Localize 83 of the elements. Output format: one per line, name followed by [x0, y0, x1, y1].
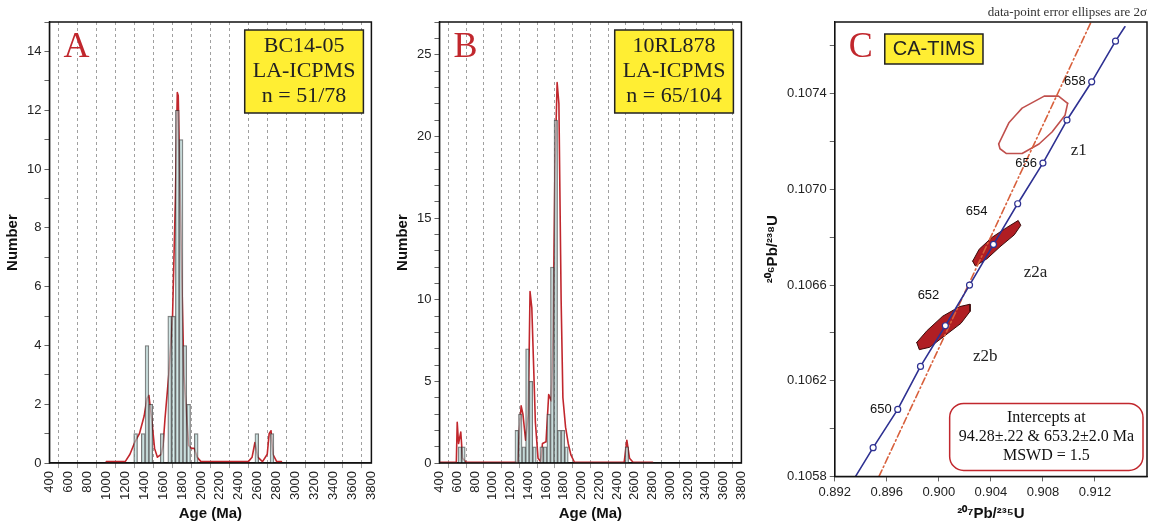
x-tick-label: 0.908 — [1026, 483, 1060, 499]
annotation: A — [63, 25, 90, 66]
y-tick-label: 2 — [34, 395, 42, 411]
annotation: Intercepts at 94.28±.22 & 653.2±2.0 Ma MSWD = 1.5 — [958, 407, 1134, 463]
y-tick-label: 0.1066 — [787, 276, 827, 292]
y-tick-label: 5 — [424, 372, 432, 388]
annotation: 658 — [1064, 73, 1086, 89]
y-tick-label: 0.1062 — [787, 372, 827, 388]
x-tick-label: 2000 — [573, 471, 589, 500]
x-tick-label: 3400 — [325, 471, 341, 500]
x-tick-label: 3200 — [306, 471, 322, 500]
x-tick-label: 1400 — [135, 471, 151, 500]
x-tick-label: 2600 — [249, 471, 265, 500]
x-tick-label: 1000 — [97, 471, 113, 500]
y-axis-title: Number — [393, 214, 411, 271]
annotation: CA-TIMS — [892, 36, 975, 59]
x-tick-label: 600 — [448, 471, 464, 493]
x-tick-label: 2200 — [590, 471, 606, 500]
annotation: 652 — [917, 286, 940, 302]
y-tick-label: 0 — [424, 454, 432, 470]
annotation: B — [453, 25, 478, 66]
x-tick-label: 0.892 — [818, 483, 852, 499]
x-tick-label: 2400 — [230, 471, 246, 500]
x-tick-label: 800 — [78, 471, 94, 493]
x-tick-label: 2000 — [192, 471, 208, 500]
annotation: 654 — [965, 203, 988, 219]
x-tick-label: 3400 — [697, 471, 713, 500]
x-tick-label: 3600 — [715, 471, 731, 500]
y-tick-label: 0.1058 — [787, 467, 827, 483]
x-tick-label: 3200 — [679, 471, 695, 500]
series-label: z2a — [1023, 261, 1048, 281]
x-tick-label: 3800 — [362, 471, 378, 500]
x-tick-label: 800 — [466, 471, 482, 493]
x-tick-label: 0.896 — [870, 483, 904, 499]
annotation: BC14-05 LA-ICPMS n = 51/78 — [252, 31, 356, 107]
x-tick-label: 3800 — [732, 471, 748, 500]
x-tick-label: 3600 — [344, 471, 360, 500]
annotation: 650 — [870, 401, 892, 417]
x-tick-label: 0.904 — [974, 483, 1008, 499]
x-tick-label: 600 — [59, 471, 75, 493]
annotation: C — [848, 25, 873, 66]
text: z1 — [1070, 139, 1087, 159]
x-tick-label: 1600 — [537, 471, 553, 500]
y-tick-label: 12 — [26, 101, 42, 117]
y-tick-label: 25 — [416, 46, 432, 62]
y-tick-label: 14 — [26, 42, 42, 58]
x-tick-label: 400 — [431, 471, 447, 493]
y-axis-title: Number — [3, 214, 21, 271]
text: data-point error ellipses are 2σ — [987, 3, 1147, 19]
x-tick-label: 1800 — [555, 471, 571, 500]
x-tick-label: 1000 — [484, 471, 500, 500]
x-axis-title: Age (Ma) — [178, 504, 243, 522]
x-tick-label: 1200 — [502, 471, 518, 500]
x-tick-label: 2400 — [608, 471, 624, 500]
y-tick-label: 10 — [26, 160, 42, 176]
y-tick-label: 15 — [416, 209, 432, 225]
x-tick-label: 3000 — [287, 471, 303, 500]
x-tick-label: 1600 — [154, 471, 170, 500]
y-tick-label: 0.1074 — [787, 85, 827, 101]
x-tick-label: 1200 — [116, 471, 132, 500]
x-tick-label: 3000 — [661, 471, 677, 500]
x-tick-label: 2800 — [644, 471, 660, 500]
x-tick-label: 0.912 — [1078, 483, 1112, 499]
x-tick-label: 2600 — [626, 471, 642, 500]
x-tick-label: 1400 — [519, 471, 535, 500]
y-tick-label: 8 — [34, 219, 42, 235]
y-tick-label: 4 — [34, 337, 42, 353]
y-axis-title: ²⁰⁶Pb/²³⁸U — [763, 215, 781, 284]
x-tick-label: 1800 — [173, 471, 189, 500]
x-tick-label: 400 — [41, 471, 57, 493]
x-tick-label: 2200 — [211, 471, 227, 500]
y-tick-label: 20 — [416, 127, 432, 143]
x-axis-title: Age (Ma) — [558, 504, 623, 522]
y-tick-label: 0.1070 — [787, 180, 827, 196]
y-tick-label: 0 — [34, 454, 42, 470]
x-axis-title: ²⁰⁷Pb/²³⁵U — [957, 504, 1025, 522]
annotation: 656 — [1015, 154, 1037, 170]
x-tick-label: 0.900 — [922, 483, 956, 499]
y-tick-label: 10 — [416, 291, 432, 307]
x-tick-label: 2800 — [268, 471, 284, 500]
annotation: 10RL878 LA-ICPMS n = 65/104 — [622, 31, 726, 107]
y-tick-label: 6 — [34, 278, 42, 294]
series-label: z2b — [973, 345, 998, 365]
